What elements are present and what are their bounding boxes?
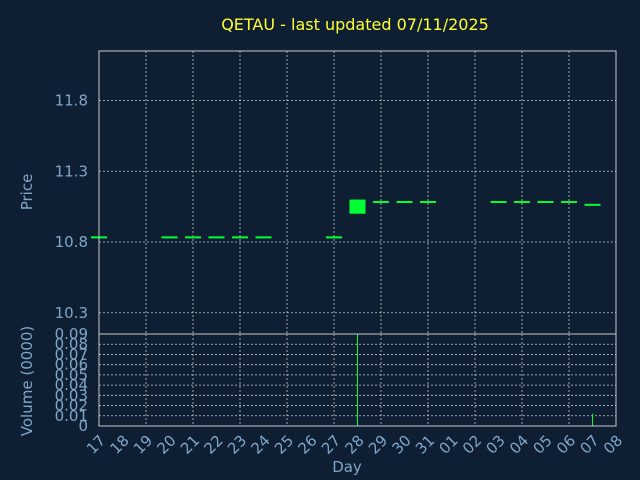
price-candle (514, 200, 530, 203)
x-tick-label: 01 (436, 432, 462, 458)
volume-plot-frame (98, 333, 617, 427)
price-candles (91, 199, 601, 239)
volume-tick-label: 0.09 (55, 325, 88, 343)
price-plot-frame (98, 50, 617, 335)
x-tick-label: 27 (318, 432, 344, 458)
x-tick-label: 08 (600, 432, 626, 458)
price-tick-labels: 10.3 10.8 11.3 11.8 (55, 92, 88, 322)
x-tick-label: 18 (107, 432, 133, 458)
x-tick-label: 30 (389, 432, 415, 458)
volume-tick-label: 0.05 (55, 366, 88, 384)
x-tick-label: 07 (577, 432, 603, 458)
price-candle (326, 236, 342, 239)
price-candle (561, 200, 577, 203)
x-tick-label: 21 (177, 432, 203, 458)
volume-tick-label: 0.02 (55, 397, 88, 415)
x-tick-label: 28 (342, 432, 368, 458)
x-tick-labels: 1718192021222324252627282930310102030405… (83, 432, 626, 458)
x-tick-label: 29 (365, 432, 391, 458)
volume-tick-label: 0.04 (55, 376, 88, 394)
volume-tick-label: 0.08 (55, 335, 88, 353)
volume-tick-label: 0.06 (55, 356, 88, 374)
price-candle (208, 236, 225, 239)
price-candle (232, 236, 248, 239)
price-candle (420, 200, 436, 203)
price-candle (537, 200, 554, 203)
x-tick-label: 05 (530, 432, 556, 458)
price-candle (490, 200, 507, 203)
price-axis-label: Price (18, 174, 36, 211)
x-tick-label: 22 (201, 432, 227, 458)
volume-bars (357, 334, 593, 426)
price-tick-label: 10.8 (55, 233, 88, 251)
volume-tick-label: 0.01 (55, 407, 88, 425)
price-grid (98, 51, 617, 334)
price-tick-label: 10.3 (55, 304, 88, 322)
x-tick-label: 31 (412, 432, 438, 458)
volume-axis-label: Volume (0000) (18, 326, 36, 436)
x-tick-label: 17 (83, 432, 109, 458)
volume-tick-label: 0.03 (55, 386, 88, 404)
x-tick-label: 19 (130, 432, 156, 458)
volume-tick-label: 0 (78, 417, 88, 435)
x-tick-label: 02 (459, 432, 485, 458)
volume-tick-label: 0.07 (55, 345, 88, 363)
price-candle (255, 236, 272, 239)
price-candle (185, 236, 201, 239)
price-candle (161, 236, 178, 239)
x-tick-label: 25 (271, 432, 297, 458)
chart-title: QETAU - last updated 07/11/2025 (221, 15, 489, 34)
price-candle (349, 199, 366, 214)
x-tick-label: 26 (295, 432, 321, 458)
x-tick-label: 23 (224, 432, 250, 458)
price-candle (584, 203, 601, 206)
price-candle (373, 200, 389, 203)
x-tick-label: 20 (154, 432, 180, 458)
price-candle (396, 200, 413, 203)
volume-tick-labels: 00.010.020.030.040.050.060.070.080.09 (55, 325, 88, 435)
x-tick-label: 04 (506, 432, 532, 458)
price-tick-label: 11.8 (55, 92, 88, 110)
price-tick-label: 11.3 (55, 162, 88, 180)
x-tick-label: 03 (483, 432, 509, 458)
x-axis-label: Day (332, 458, 362, 476)
x-tick-label: 06 (553, 432, 579, 458)
x-tick-label: 24 (248, 432, 274, 458)
